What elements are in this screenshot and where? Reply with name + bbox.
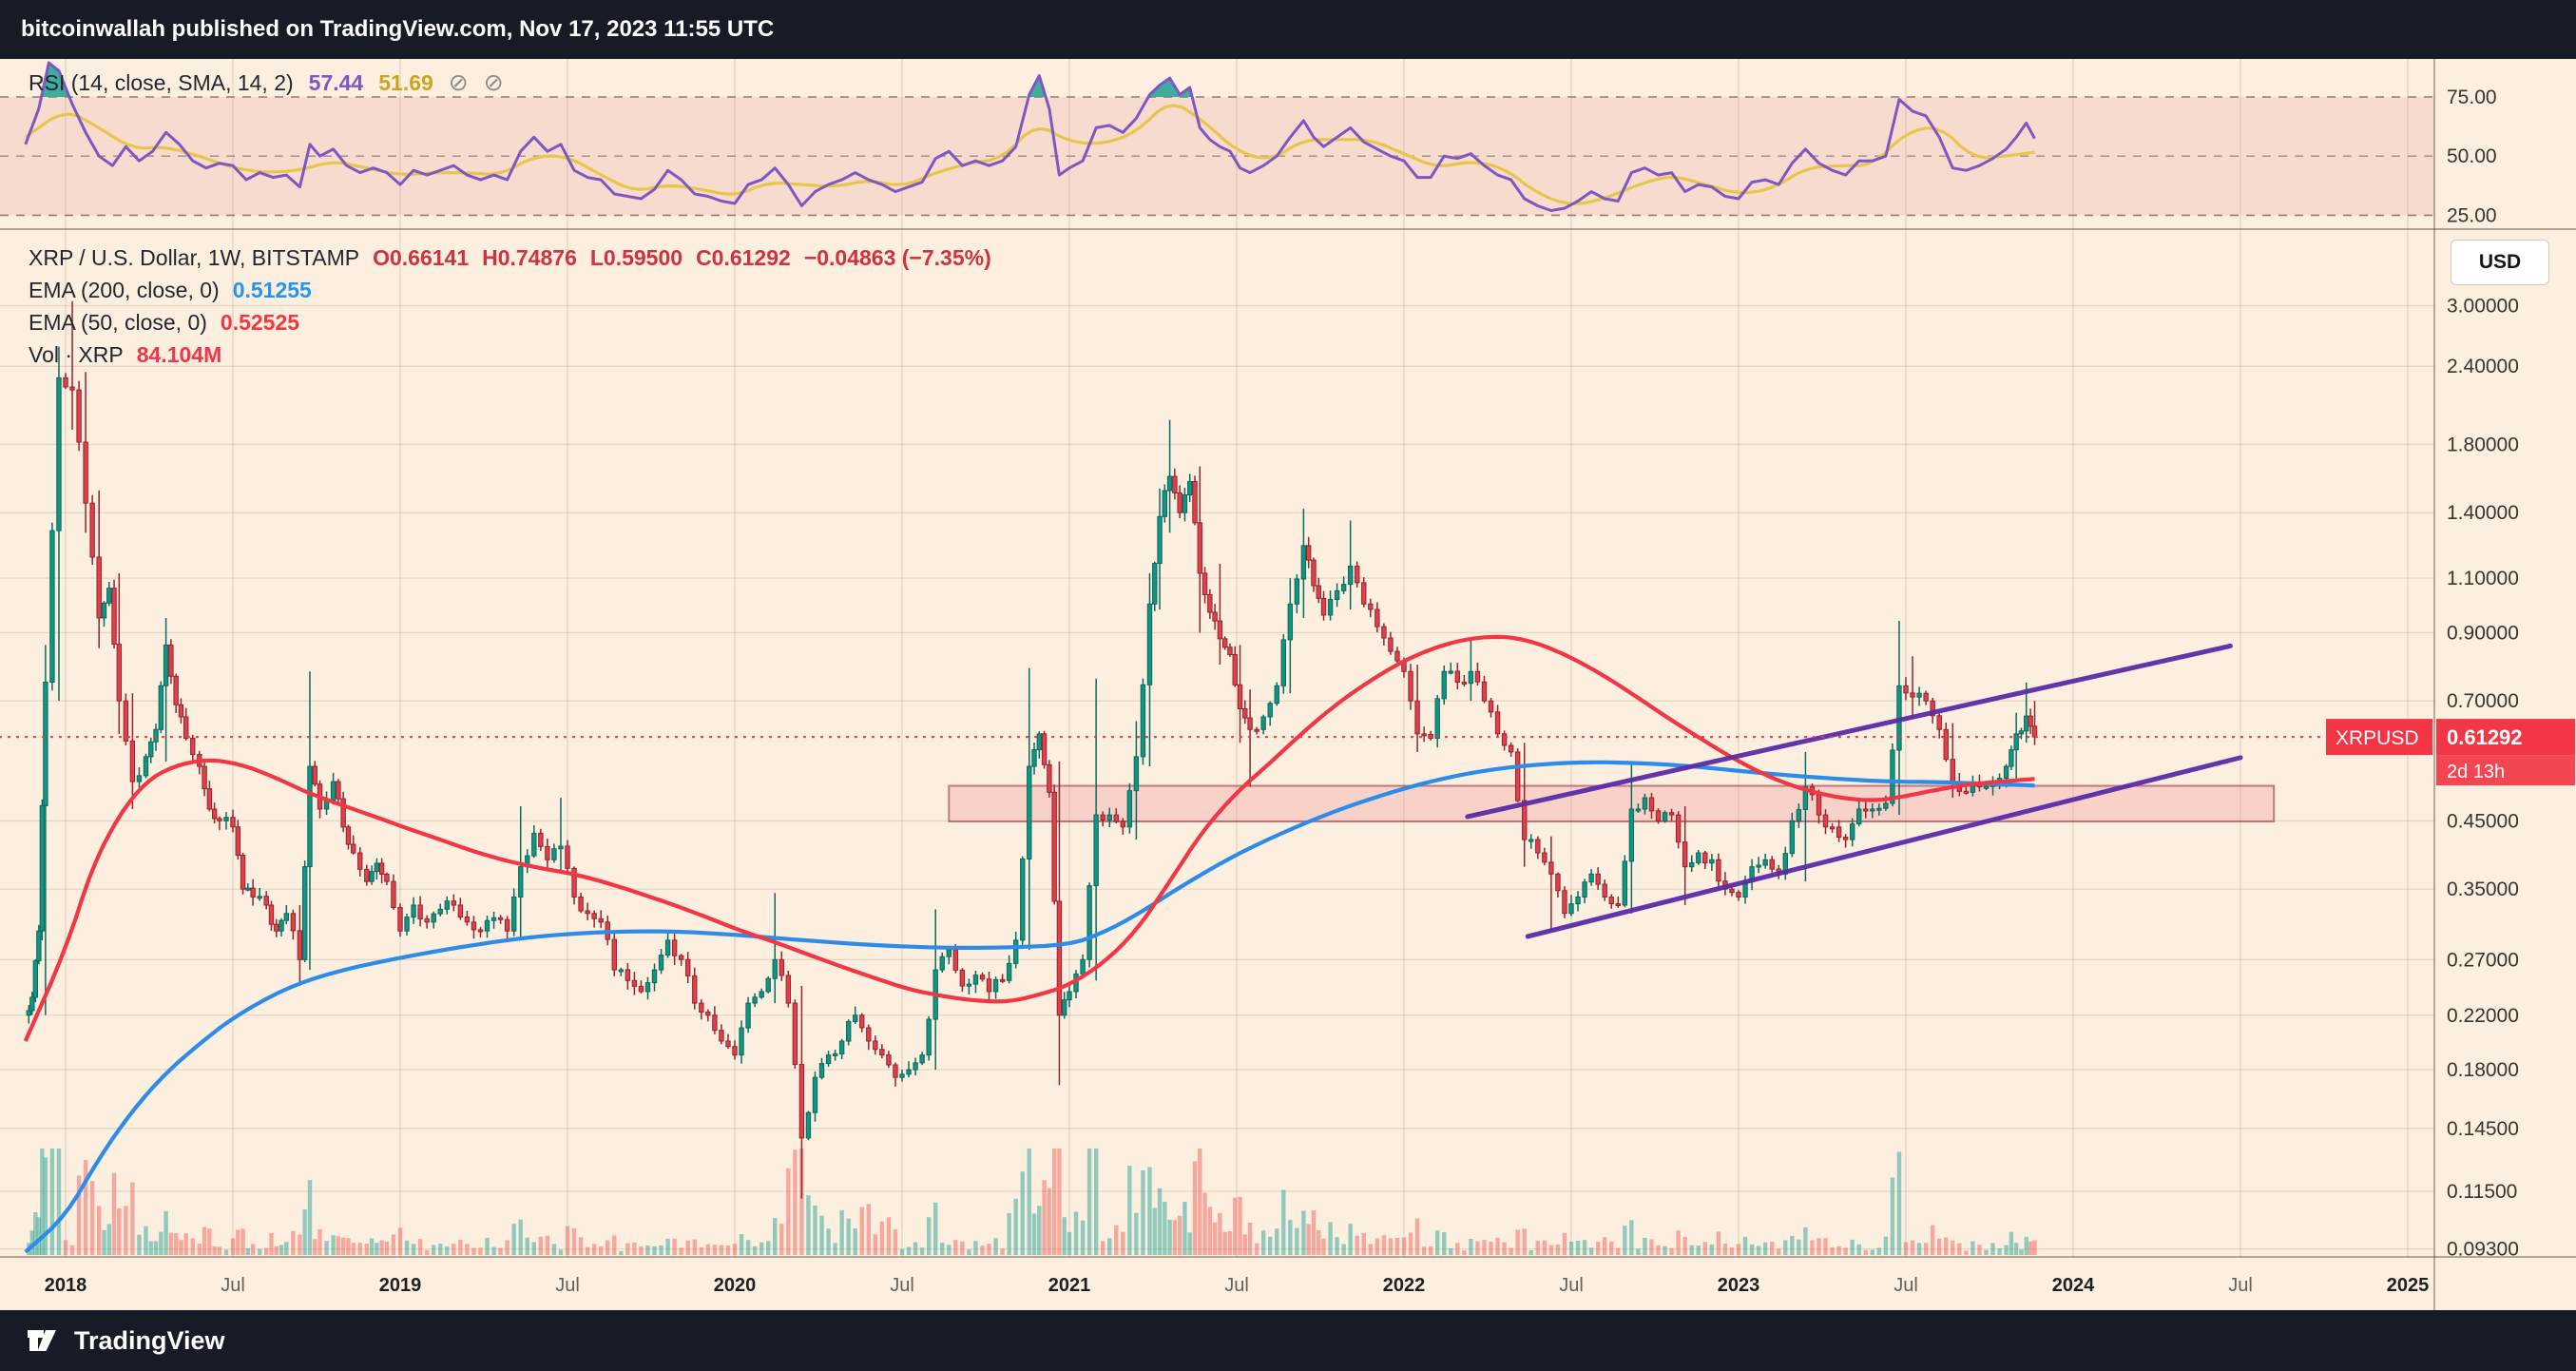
ema50-layer [23, 634, 2036, 1042]
price-chart-pane[interactable]: 3.00000 2.40000 1.80000 1.40000 1.10000 0.900… [0, 230, 2576, 1310]
svg-text:0.70000: 0.70000 [2447, 690, 2519, 712]
price-tag-value: 0.61292 [2447, 725, 2523, 749]
trendline-layer[interactable] [1465, 643, 2243, 939]
svg-text:0.45000: 0.45000 [2447, 810, 2519, 832]
svg-text:2018: 2018 [45, 1275, 87, 1296]
zone-layer[interactable] [948, 784, 2276, 823]
price-tag-symbol: XRPUSD [2336, 727, 2419, 749]
svg-text:2023: 2023 [1718, 1275, 1760, 1296]
last-price-tag: XRPUSD 0.61292 2d 13h [2326, 719, 2575, 786]
grid-layer [0, 230, 2434, 1257]
svg-text:Jul: Jul [555, 1275, 580, 1296]
publish-info: published on TradingView.com, Nov 17, 20… [165, 16, 775, 42]
ema200-layer [24, 760, 2035, 1254]
rsi-overbought-fill-layer [41, 63, 1193, 97]
svg-text:Jul: Jul [221, 1275, 245, 1296]
tradingview-logo[interactable] [23, 1322, 61, 1360]
svg-text:0.11500: 0.11500 [2447, 1181, 2517, 1203]
price-tag-countdown: 2d 13h [2447, 762, 2505, 782]
ema200-line [24, 760, 2035, 1254]
ema50-line [23, 634, 2036, 1042]
trendline [1525, 755, 2243, 939]
rsi-indicator-pane[interactable]: 75.00 50.00 25.00 [0, 59, 2576, 230]
currency-toggle-usd[interactable]: USD [2451, 240, 2549, 285]
rsi-line-layer [24, 61, 2036, 212]
footer-bar: TradingView [0, 1310, 2576, 1371]
volume-layer [27, 1149, 2037, 1255]
svg-text:0.14500: 0.14500 [2447, 1118, 2519, 1140]
footer-brand[interactable]: TradingView [74, 1325, 225, 1355]
pane-divider[interactable] [0, 228, 2576, 230]
svg-text:2019: 2019 [379, 1275, 422, 1296]
publish-bar: bitcoinwallah published on TradingView.c… [0, 0, 2576, 59]
svg-text:2022: 2022 [1383, 1275, 1426, 1296]
rsi-grid-layer [0, 59, 2434, 230]
trendline [1465, 643, 2233, 820]
svg-text:75.00: 75.00 [2447, 87, 2497, 108]
svg-text:Jul: Jul [1894, 1275, 1918, 1296]
svg-text:1.80000: 1.80000 [2447, 434, 2519, 455]
price-scale-labels[interactable]: 3.00000 2.40000 1.80000 1.40000 1.10000 0.900… [2447, 296, 2519, 1261]
svg-text:3.00000: 3.00000 [2447, 296, 2519, 318]
svg-text:2024: 2024 [2052, 1275, 2095, 1296]
svg-text:0.90000: 0.90000 [2447, 622, 2519, 644]
rsi-scale-labels[interactable]: 75.00 50.00 25.00 [2447, 87, 2497, 226]
svg-text:0.09300: 0.09300 [2447, 1239, 2519, 1261]
svg-text:0.22000: 0.22000 [2447, 1005, 2519, 1027]
time-axis-labels[interactable]: 2018 Jul 2019 Jul 2020 Jul 2021 Jul 2022 Jul 2023 J… [45, 1275, 2430, 1296]
svg-text:0.35000: 0.35000 [2447, 879, 2519, 900]
svg-text:1.10000: 1.10000 [2447, 568, 2519, 589]
svg-text:1.40000: 1.40000 [2447, 502, 2519, 524]
publisher-username: bitcoinwallah [21, 16, 166, 42]
svg-text:Jul: Jul [2228, 1275, 2253, 1296]
svg-text:0.27000: 0.27000 [2447, 949, 2519, 971]
support-zone [948, 784, 2276, 823]
svg-text:2025: 2025 [2387, 1275, 2430, 1296]
svg-text:Jul: Jul [1224, 1275, 1249, 1296]
svg-text:2020: 2020 [714, 1275, 757, 1296]
svg-text:2021: 2021 [1048, 1275, 1091, 1296]
price-scale-separator[interactable] [2433, 59, 2435, 1310]
svg-text:Jul: Jul [890, 1275, 914, 1296]
svg-text:0.18000: 0.18000 [2447, 1059, 2519, 1081]
svg-text:Jul: Jul [1559, 1275, 1584, 1296]
svg-text:50.00: 50.00 [2447, 145, 2497, 167]
svg-text:25.00: 25.00 [2447, 204, 2497, 226]
svg-text:2.40000: 2.40000 [2447, 356, 2519, 377]
candles-layer [26, 300, 2038, 1199]
rsi-line [24, 61, 2036, 212]
